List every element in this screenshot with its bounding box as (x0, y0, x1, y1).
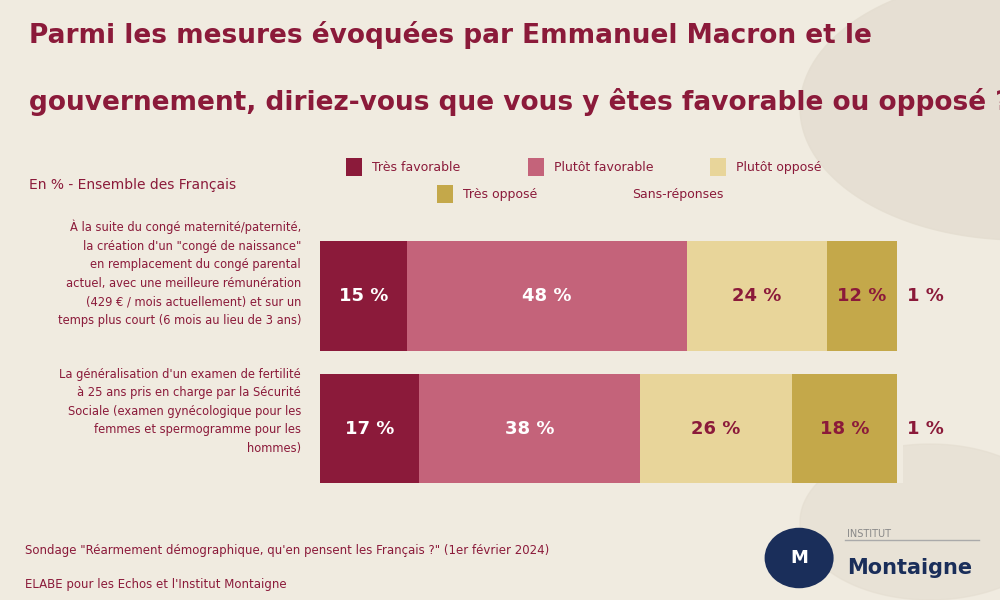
Bar (827, 241, 897, 351)
Bar (710, 158, 726, 176)
Bar (897, 241, 903, 351)
Text: 48 %: 48 % (522, 287, 572, 305)
Bar (687, 241, 827, 351)
Text: 17 %: 17 % (345, 419, 394, 437)
Ellipse shape (765, 528, 834, 588)
Text: INSTITUT: INSTITUT (847, 529, 891, 539)
Text: 12 %: 12 % (837, 287, 886, 305)
Bar (606, 185, 622, 203)
Text: 15 %: 15 % (339, 287, 388, 305)
Text: 1 %: 1 % (907, 287, 944, 305)
Text: 1 %: 1 % (907, 419, 944, 437)
Text: ELABE pour les Echos et l'Institut Montaigne: ELABE pour les Echos et l'Institut Monta… (25, 578, 286, 591)
Bar (437, 185, 453, 203)
Bar (792, 374, 897, 484)
Text: En % - Ensemble des Français: En % - Ensemble des Français (29, 178, 237, 191)
Text: Parmi les mesures évoquées par Emmanuel Macron et le: Parmi les mesures évoquées par Emmanuel … (29, 21, 872, 49)
Text: Montaigne: Montaigne (847, 558, 973, 578)
Polygon shape (800, 444, 1000, 600)
Text: Sondage "Réarmement démographique, qu'en pensent les Français ?" (1er février 20: Sondage "Réarmement démographique, qu'en… (25, 544, 549, 557)
Bar (528, 158, 544, 176)
Bar (640, 374, 792, 484)
Text: Plutôt opposé: Plutôt opposé (736, 161, 822, 173)
Text: gouvernement, diriez-vous que vous y êtes favorable ou opposé ?: gouvernement, diriez-vous que vous y ête… (29, 88, 1000, 116)
Bar (320, 374, 419, 484)
Polygon shape (800, 0, 1000, 240)
Text: Sans-réponses: Sans-réponses (632, 188, 723, 200)
Text: Très favorable: Très favorable (372, 161, 460, 173)
Text: 26 %: 26 % (691, 419, 741, 437)
Text: Très opposé: Très opposé (463, 188, 537, 200)
Bar (407, 241, 687, 351)
Text: 38 %: 38 % (505, 419, 554, 437)
Text: À la suite du congé maternité/paternité,
la création d'un "congé de naissance"
e: À la suite du congé maternité/paternité,… (58, 220, 301, 326)
Text: 24 %: 24 % (732, 287, 782, 305)
Text: Plutôt favorable: Plutôt favorable (554, 161, 654, 173)
Bar (320, 241, 407, 351)
Bar (419, 374, 640, 484)
Bar (346, 158, 362, 176)
Bar (897, 374, 903, 484)
Text: M: M (790, 549, 808, 567)
Text: La généralisation d'un examen de fertilité
à 25 ans pris en charge par la Sécuri: La généralisation d'un examen de fertili… (59, 368, 301, 455)
Text: 18 %: 18 % (820, 419, 869, 437)
